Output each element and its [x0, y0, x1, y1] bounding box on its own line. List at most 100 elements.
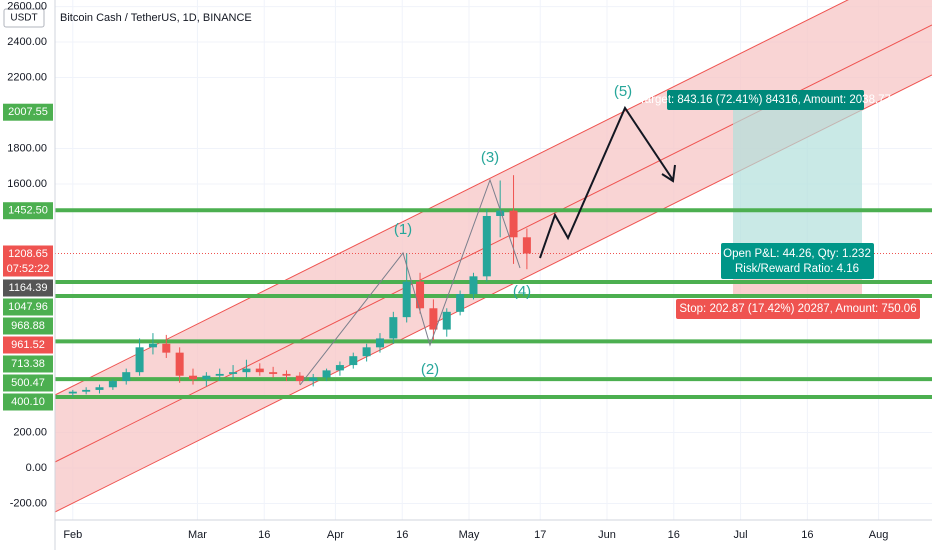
candles	[68, 175, 531, 398]
price-label-box	[3, 245, 53, 263]
x-tick-label: 16	[668, 529, 680, 541]
countdown: 07:52:22	[7, 263, 50, 275]
candle-body	[322, 370, 331, 378]
currency: USDT	[10, 13, 37, 24]
price-label: 961.52	[11, 339, 45, 351]
target-zone	[733, 100, 862, 253]
overlay: Bitcoin Cash / TetherUS, 1D, BINANCE (1)…	[60, 12, 920, 378]
price-label-box	[3, 202, 53, 220]
price-label-box	[3, 336, 53, 354]
channel-fill	[55, 0, 932, 512]
target-text: Target: 843.16 (72.41%) 84316, Amount: 2…	[639, 94, 891, 106]
candle-body	[309, 377, 318, 382]
price-label-box	[3, 279, 53, 297]
candle-body	[375, 338, 384, 348]
y-tick-label: 1600.00	[7, 178, 47, 190]
x-tick-label: Feb	[63, 529, 82, 541]
candle-body	[122, 372, 131, 382]
x-tick-label: Aug	[869, 529, 889, 541]
time-axis	[55, 520, 932, 550]
stop-text: Stop: 202.87 (17.42%) 20287, Amount: 750…	[679, 303, 916, 315]
projection-arrow	[661, 164, 676, 183]
y-tick-label: 200.00	[13, 426, 47, 438]
x-tick-label: May	[459, 529, 480, 541]
price-label: 1164.39	[9, 282, 48, 294]
y-tick-label: -200.00	[10, 497, 47, 509]
candle-body	[188, 375, 198, 380]
x-tick-label: Jul	[734, 529, 748, 541]
price-label-box	[3, 298, 53, 316]
x-tick-label: 17	[534, 529, 546, 541]
price-label: 400.10	[11, 396, 45, 408]
candle-body	[362, 347, 371, 357]
candle-body	[68, 391, 77, 394]
price-label-box	[3, 374, 53, 392]
x-tick-label: 16	[396, 529, 408, 541]
candle-body	[108, 381, 117, 388]
candle-body	[482, 215, 491, 277]
price-label: 1047.96	[8, 301, 48, 313]
candle-body	[82, 389, 91, 392]
x-tick-label: Mar	[188, 529, 207, 541]
price-label: 968.88	[11, 320, 45, 332]
candle-body	[389, 317, 398, 339]
price-label-box	[3, 317, 53, 335]
candle-body	[522, 237, 531, 254]
candle-body	[175, 352, 184, 376]
candle-body	[442, 311, 451, 330]
y-tick-label: 2200.00	[7, 71, 47, 83]
x-tick-label: Jun	[598, 529, 616, 541]
candle-body	[429, 308, 438, 330]
projection-path	[539, 105, 674, 259]
wave-label: (5)	[614, 83, 632, 100]
countdown-box	[3, 261, 53, 277]
channel-top	[54, 0, 849, 396]
level-lines	[55, 208, 932, 399]
candle-body	[509, 210, 518, 238]
pnl-box	[721, 243, 874, 279]
candle-body	[242, 368, 251, 373]
wave-label: (2)	[421, 361, 439, 378]
price-label: 713.38	[11, 358, 45, 370]
candle-body	[282, 373, 291, 376]
price-label: 1208.65	[8, 248, 48, 260]
x-tick-label: Apr	[327, 529, 344, 541]
stop-box	[676, 299, 920, 319]
y-tick-label: 0.00	[26, 462, 47, 474]
price-label: 2007.55	[8, 106, 48, 118]
price-label-box	[3, 103, 53, 121]
target-box	[667, 90, 864, 110]
candle-body	[416, 281, 425, 309]
price-label-box	[3, 355, 53, 373]
candle-body	[148, 343, 157, 348]
candle-body	[162, 343, 171, 353]
y-tick-label: 2600.00	[7, 0, 47, 12]
rr-text: Risk/Reward Ratio: 4.16	[735, 263, 859, 275]
candle-body	[456, 294, 465, 312]
candle-body	[402, 281, 411, 318]
x-tick-label: 16	[258, 529, 270, 541]
candle-body	[269, 372, 278, 374]
candle-body	[95, 387, 104, 390]
candle-body	[255, 368, 264, 373]
price-label: 1452.50	[8, 205, 48, 217]
x-tick-label: 16	[801, 529, 813, 541]
pnl-text: Open P&L: 44.26, Qty: 1.232	[723, 248, 871, 260]
price-label: 500.47	[11, 377, 45, 389]
wave-label: (4)	[513, 283, 531, 300]
candle-body	[295, 375, 304, 382]
currency-box	[3, 8, 45, 28]
y-tick-label: 1800.00	[7, 142, 47, 154]
candle-body	[135, 347, 144, 373]
wave-path	[299, 178, 521, 386]
candle-body	[469, 276, 478, 295]
y-tick-label: 2400.00	[7, 36, 47, 48]
wave-label: (3)	[481, 149, 499, 166]
candle-body	[349, 356, 358, 366]
wave-label: (1)	[394, 221, 412, 238]
candle-body	[496, 210, 505, 216]
candle-body	[335, 365, 344, 371]
chart-title: Bitcoin Cash / TetherUS, 1D, BINANCE	[60, 12, 252, 24]
